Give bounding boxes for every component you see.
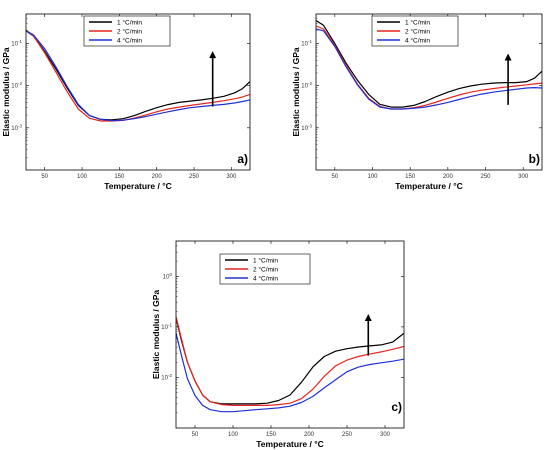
series-line-2 [176,316,404,406]
y-axis-label: Elastic modulus / GPa [151,290,161,380]
x-tick-label: 150 [266,432,277,438]
x-tick-label: 150 [114,174,125,180]
y-tick-label: 10-1 [11,39,22,48]
legend-label-2: 2 °C/min [405,27,430,35]
y-tick-label: 10-2 [301,81,312,90]
x-tick-label: 150 [405,174,416,180]
legend-label-3: 4 °C/min [405,36,430,44]
x-tick-label: 100 [367,174,378,180]
x-axis-label: Temperature / °C [104,181,171,191]
x-tick-label: 200 [152,174,163,180]
y-tick-label: 10-2 [161,373,172,382]
trend-arrow-head [504,53,512,61]
trend-arrow-head [209,51,217,59]
x-axis-label: Temperature / °C [256,439,323,449]
legend-label-1: 1 °C/min [405,18,430,26]
y-tick-label: 10-2 [11,81,22,90]
series-line-3 [316,28,542,110]
x-tick-label: 250 [480,174,491,180]
legend-label-1: 1 °C/min [117,18,142,26]
panel-2: 50 100 150 200 250 300 10-3 10-2 10-1 Temperature… [291,13,543,191]
panel-1: 50 100 150 200 250 300 10-3 10-2 10-1 Temperature… [1,13,251,191]
y-tick-label: 100 [163,272,173,281]
series-line-3 [176,333,404,413]
panel-3: 50 100 150 200 250 300 10-2 10-1 100 Temperature … [151,240,405,449]
x-tick-label: 250 [342,432,353,438]
x-tick-label: 250 [189,174,200,180]
series-line-1 [316,19,542,108]
x-axis-label: Temperature / °C [395,181,462,191]
legend-label-2: 2 °C/min [117,27,142,35]
series-line-1 [176,317,404,405]
y-tick-label: 10-3 [301,123,312,132]
series-line-2 [26,29,250,122]
y-axis-label: Elastic modulus / GPa [1,47,11,137]
plot-frame [175,240,405,429]
legend-label-3: 4 °C/min [253,274,278,282]
y-axis-label: Elastic modulus / GPa [291,47,301,137]
x-tick-label: 100 [77,174,88,180]
x-tick-label: 300 [518,174,529,180]
panel-letter: c) [391,400,402,414]
x-tick-label: 300 [380,432,391,438]
series-line-3 [26,30,250,122]
x-tick-label: 300 [226,174,237,180]
y-tick-label: 10-1 [161,322,172,331]
x-tick-label: 50 [192,432,199,438]
y-tick-label: 10-3 [11,123,22,132]
x-tick-label: 200 [304,432,315,438]
x-tick-label: 200 [443,174,454,180]
x-tick-label: 100 [228,432,239,438]
panel-letter: a) [237,152,248,166]
legend-label-3: 4 °C/min [117,36,142,44]
panel-letter: b) [529,152,540,166]
x-tick-label: 50 [41,174,48,180]
y-tick-label: 10-1 [301,39,312,48]
legend-label-1: 1 °C/min [253,256,278,264]
legend-label-2: 2 °C/min [253,265,278,273]
trend-arrow-head [364,313,372,321]
x-tick-label: 50 [331,174,338,180]
series-line-1 [26,30,250,121]
